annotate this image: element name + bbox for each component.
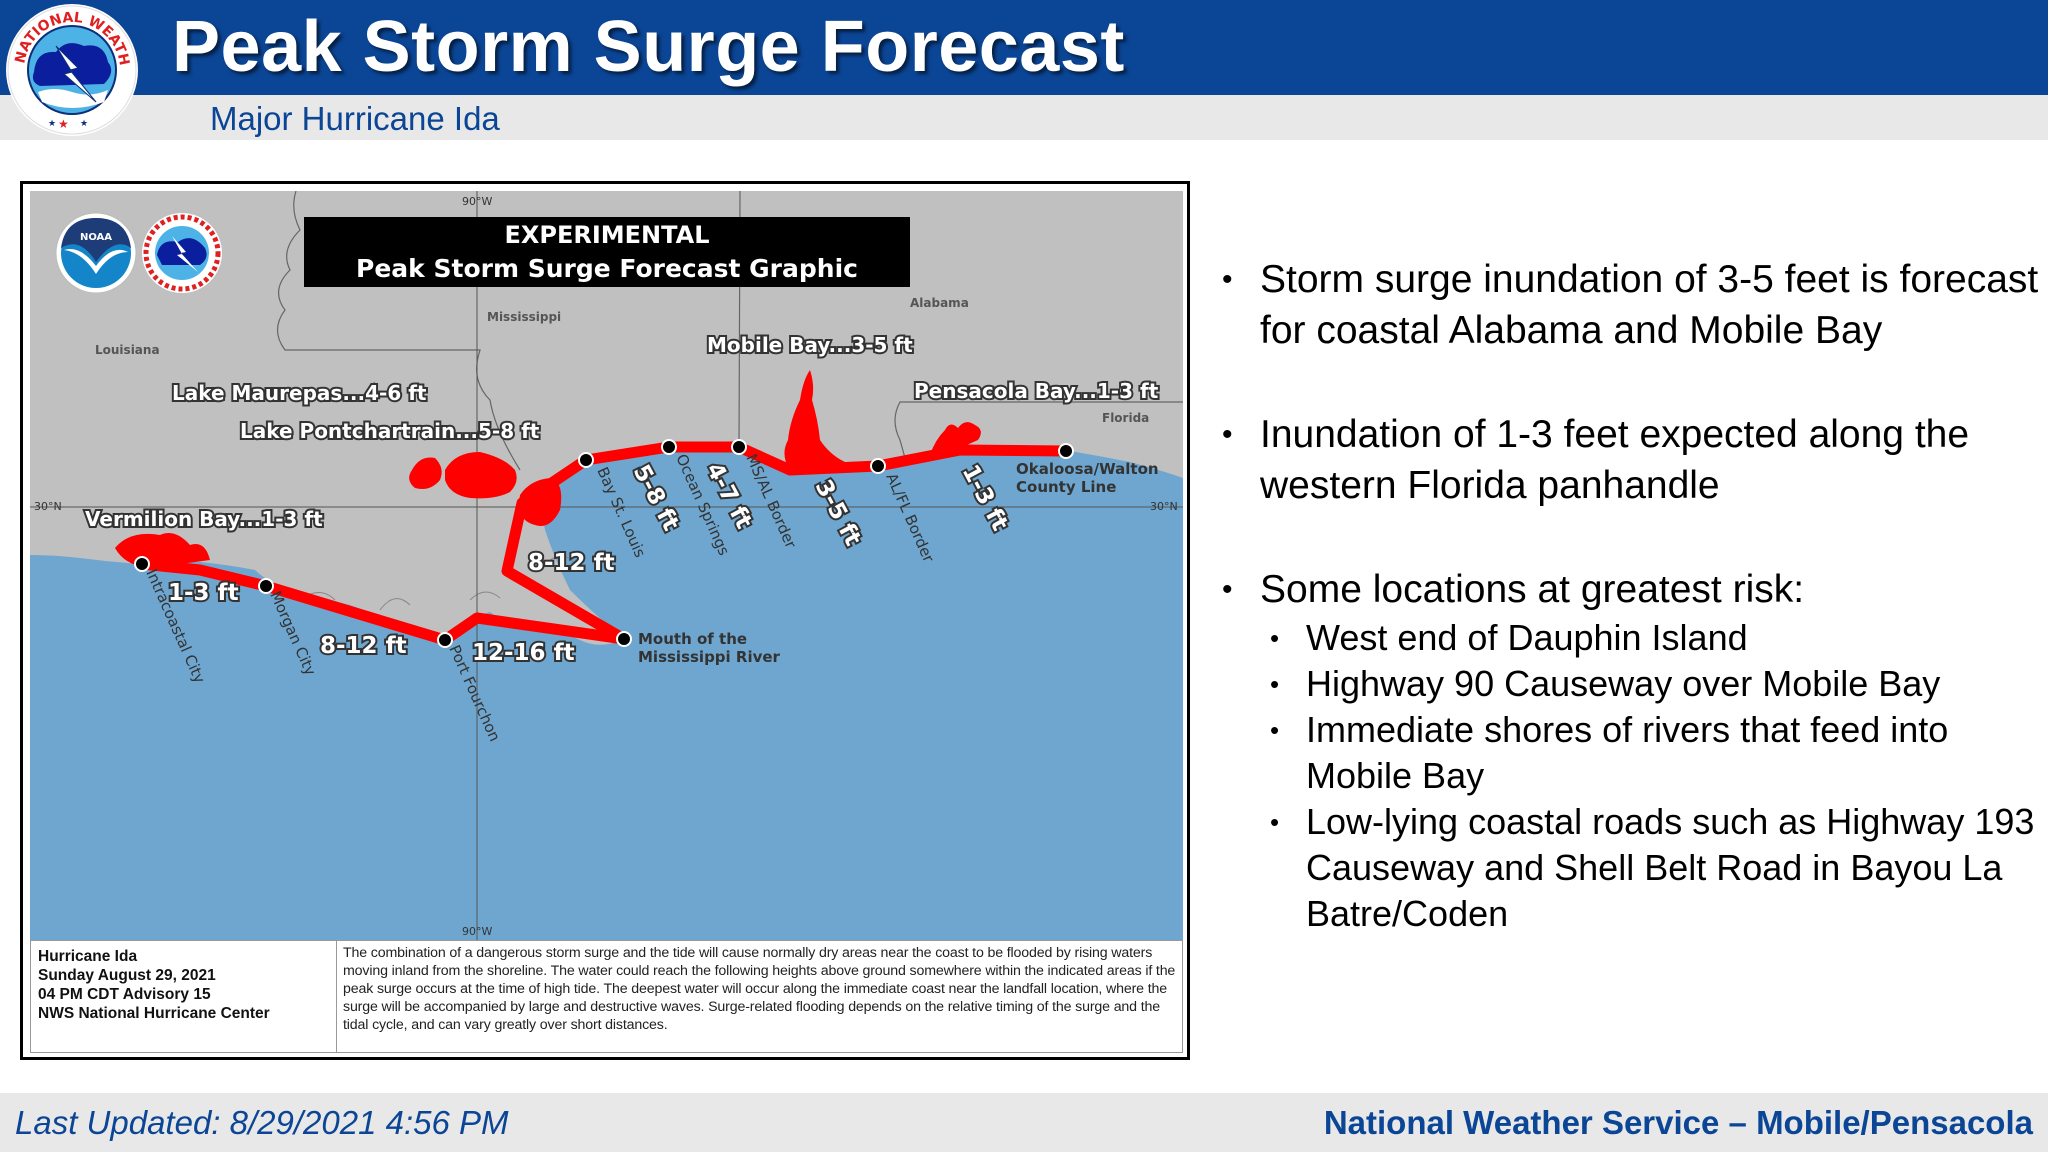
- bullet-item: Storm surge inundation of 3-5 feet is fo…: [1220, 254, 2040, 356]
- segment-label-3: 12-16 ft: [472, 640, 575, 666]
- advisory-source: NWS National Hurricane Center: [38, 1005, 270, 1022]
- nws-logo-icon: NATIONAL WEATHER SERVICE ★ ★ ★: [4, 2, 138, 136]
- svg-text:NOAA: NOAA: [80, 232, 112, 243]
- point-mississippi-mouth: [616, 631, 632, 647]
- point-label-mouth-line1: Mouth of the: [638, 630, 747, 648]
- point-label-okaloosa-line2: County Line: [1016, 478, 1116, 496]
- surge-area-mobile-bay: [784, 370, 845, 470]
- bullet-item: Some locations at greatest risk:: [1220, 564, 2040, 615]
- point-al-fl-border: [870, 458, 886, 474]
- last-updated: Last Updated: 8/29/2021 4:56 PM: [15, 1104, 509, 1141]
- surge-area-lake-maurepas: [409, 457, 442, 489]
- label-lake-maurepas: Lake Maurepas...4-6 ft: [172, 381, 427, 405]
- lon-label-bottom: 90°W: [462, 925, 492, 938]
- page-title: Peak Storm Surge Forecast: [172, 7, 1125, 87]
- lat-label-right: 30°N: [1150, 500, 1178, 513]
- header-banner: [0, 0, 2048, 95]
- storm-surge-map: 90°W 90°W 30°N 30°N NOAA EXPERIMENTA: [30, 191, 1183, 940]
- page-subtitle: Major Hurricane Ida: [210, 100, 500, 137]
- state-label-alabama: Alabama: [910, 296, 969, 310]
- segment-label-4: 8-12 ft: [528, 550, 615, 576]
- land-mass: [30, 191, 1183, 645]
- office-name: National Weather Service – Mobile/Pensac…: [1323, 1104, 2033, 1141]
- label-lake-pontchartrain: Lake Pontchartrain...5-8 ft: [240, 419, 540, 443]
- bullet-item: Inundation of 1-3 feet expected along th…: [1220, 409, 2040, 511]
- point-bay-st-louis: [578, 452, 594, 468]
- state-label-louisiana: Louisiana: [95, 343, 160, 357]
- point-port-fourchon: [437, 632, 453, 648]
- point-label-okaloosa-line1: Okaloosa/Walton: [1016, 460, 1159, 478]
- point-label-mouth-line2: Mississippi River: [638, 648, 781, 666]
- map-title-box: [304, 217, 910, 287]
- point-okaloosa-walton: [1058, 443, 1074, 459]
- surge-area-lake-pontchartrain: [445, 452, 517, 499]
- map-title-line2: Peak Storm Surge Forecast Graphic: [356, 254, 858, 283]
- svg-text:★: ★: [58, 117, 69, 131]
- segment-label-2: 8-12 ft: [320, 633, 407, 659]
- advisory-date: Sunday August 29, 2021: [38, 967, 216, 984]
- lat-label-left: 30°N: [34, 500, 62, 513]
- point-morgan-city: [258, 578, 274, 594]
- al-fl-border: [894, 401, 1183, 459]
- lon-label-top: 90°W: [462, 195, 492, 208]
- svg-text:★: ★: [48, 118, 56, 128]
- point-ocean-springs: [661, 439, 677, 455]
- breakpoints: [134, 439, 1074, 648]
- surge-description: The combination of a dangerous storm sur…: [343, 945, 1176, 1033]
- louisiana-border: [276, 191, 521, 471]
- sub-bullet-item: Highway 90 Causeway over Mobile Bay: [1220, 661, 2040, 707]
- segment-label-1: 1-3 ft: [168, 580, 239, 606]
- surge-area-pensacola-bay: [930, 422, 981, 455]
- nws-logo-icon: [142, 213, 222, 293]
- label-mobile-bay: Mobile Bay...3-5 ft: [707, 333, 913, 357]
- advisory-info: Hurricane Ida Sunday August 29, 2021 04 …: [31, 941, 337, 1052]
- label-pensacola-bay: Pensacola Bay...1-3 ft: [914, 379, 1159, 403]
- map-legend-panel: Hurricane Ida Sunday August 29, 2021 04 …: [30, 940, 1183, 1053]
- footer-band: [0, 1093, 2048, 1152]
- subheader-band: [0, 95, 2048, 140]
- map-title-line1: EXPERIMENTAL: [504, 221, 709, 249]
- point-ms-al-border: [731, 439, 747, 455]
- sub-bullet-item: Immediate shores of rivers that feed int…: [1220, 707, 2040, 799]
- point-intracoastal-city: [134, 556, 150, 572]
- key-messages: Storm surge inundation of 3-5 feet is fo…: [1220, 254, 2040, 937]
- sub-bullet-item: West end of Dauphin Island: [1220, 615, 2040, 661]
- surge-forecast-line: [141, 441, 1067, 646]
- label-vermilion-bay: Vermilion Bay...1-3 ft: [85, 507, 323, 531]
- state-label-florida: Florida: [1102, 411, 1149, 425]
- storm-name: Hurricane Ida: [38, 948, 138, 965]
- state-label-mississippi: Mississippi: [487, 310, 561, 324]
- sub-bullet-item: Low-lying coastal roads such as Highway …: [1220, 799, 2040, 937]
- svg-text:★: ★: [80, 118, 88, 128]
- noaa-logo-icon: NOAA: [55, 212, 137, 294]
- advisory-number: 04 PM CDT Advisory 15: [38, 986, 211, 1003]
